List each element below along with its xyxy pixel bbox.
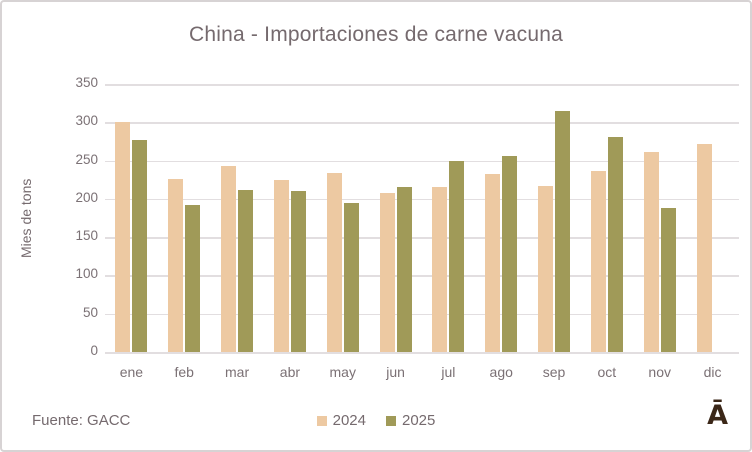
bar-2024-abr (273, 180, 289, 352)
x-label-may: may (329, 364, 356, 380)
x-label-oct: oct (597, 364, 617, 380)
y-tick-150: 150 (75, 228, 98, 244)
bar-group-jun (369, 84, 422, 352)
x-label-ago: ago (489, 364, 513, 380)
x-label-sep: sep (542, 364, 566, 380)
bar-2025-nov (660, 208, 676, 352)
y-tick-100: 100 (75, 266, 98, 282)
bar-group-jul (422, 84, 475, 352)
gridline-200 (105, 198, 739, 201)
bar-group-feb (158, 84, 211, 352)
bar-group-mar (211, 84, 264, 352)
bar-2025-feb (185, 204, 201, 352)
x-label-ene: ene (119, 364, 144, 380)
bar-group-sep (528, 84, 581, 352)
y-tick-250: 250 (75, 151, 98, 167)
legend-label-2024: 2024 (332, 412, 366, 429)
gridline-100 (105, 275, 739, 277)
y-axis-label: Mies de tons (18, 178, 34, 258)
bar-2025-jul (449, 160, 465, 352)
gridline-250 (105, 160, 739, 163)
y-tick-300: 300 (75, 113, 98, 129)
legend-swatch-2025 (386, 415, 396, 426)
x-label-feb: feb (174, 364, 194, 380)
y-tick-200: 200 (75, 189, 98, 205)
legend-swatch-2024 (316, 415, 327, 426)
chart-title: China - Importaciones de carne vacuna (189, 23, 563, 46)
bar-2025-ene (132, 139, 148, 352)
gridline-0 (105, 352, 739, 354)
bar-2024-jun (379, 192, 395, 352)
bar-2024-feb (168, 178, 184, 352)
y-tick-50: 50 (82, 304, 98, 320)
x-label-mar: mar (225, 364, 250, 380)
legend: 2024 2025 (2, 412, 750, 429)
bar-2024-sep (538, 185, 554, 352)
gridline-50 (105, 313, 739, 316)
x-label-nov: nov (648, 364, 671, 380)
bar-group-abr (263, 84, 316, 352)
y-axis-ticks: 350 300 250 200 150 100 50 0 (42, 75, 98, 358)
plot-area (105, 84, 739, 354)
bar-group-ene (105, 84, 158, 352)
bar-2024-ago (485, 174, 501, 352)
bar-group-dic (686, 84, 739, 352)
x-axis-labels: ene feb mar abr may jun jul ago sep oct nov dic (105, 364, 739, 380)
legend-item-2024: 2024 (316, 412, 366, 429)
bar-2025-may (343, 203, 359, 352)
bar-2024-oct (590, 170, 606, 352)
legend-label-2025: 2025 (402, 412, 436, 429)
bar-2024-ene (115, 121, 131, 352)
bar-2025-jun (396, 186, 412, 352)
bar-2024-nov (643, 152, 659, 352)
x-label-abr: abr (279, 364, 301, 380)
y-tick-0: 0 (90, 343, 98, 358)
bar-2025-abr (290, 191, 306, 352)
gridline-300 (105, 122, 739, 124)
x-label-dic: dic (703, 364, 722, 380)
bar-2025-mar (238, 189, 254, 352)
x-label-jul: jul (441, 364, 456, 380)
gridline-350 (105, 84, 739, 86)
source-note: Fuente: GACC (32, 412, 131, 429)
bar-group-may (316, 84, 369, 352)
bar-2025-oct (607, 136, 623, 352)
bar-2024-jul (432, 187, 448, 352)
bar-group-oct (580, 84, 633, 352)
bar-2024-mar (221, 165, 237, 352)
bar-2025-sep (555, 110, 571, 352)
bar-2024-may (326, 172, 342, 352)
y-tick-350: 350 (75, 75, 98, 90)
brand-logo: Ā (707, 400, 728, 431)
x-label-jun: jun (386, 364, 405, 380)
bar-2025-ago (502, 155, 518, 352)
bar-2024-dic (696, 143, 712, 352)
gridline-150 (105, 237, 739, 239)
legend-item-2025: 2025 (386, 412, 435, 429)
bar-groups (105, 84, 739, 352)
bar-group-nov (633, 84, 686, 352)
bar-group-ago (475, 84, 528, 352)
